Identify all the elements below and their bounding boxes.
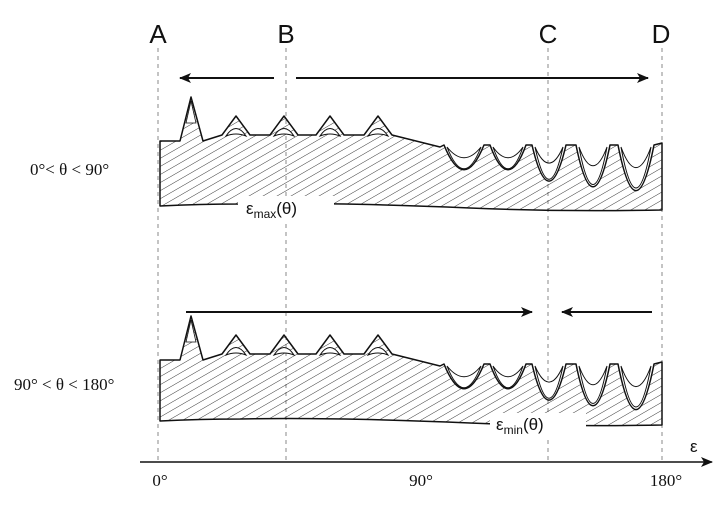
band-top-notch-crescent-0	[446, 146, 482, 169]
band-bottom-outline	[159, 315, 663, 427]
band-bottom-notch-crescent-0	[446, 365, 482, 388]
point-label-c: C	[539, 19, 558, 49]
band-top-hump-cap-3	[366, 128, 390, 138]
point-label-d: D	[652, 19, 671, 49]
hatched-band-emin	[159, 315, 663, 427]
band-top-peak-detail	[185, 100, 197, 124]
axis-tick-90: 90°	[409, 471, 433, 490]
band-top-hump-cap-2	[318, 128, 342, 138]
band-bottom-notch-crescent-1	[492, 365, 524, 388]
curve-label-emin: εmin(θ)	[490, 413, 586, 437]
band-top-notch-crescent-3	[578, 146, 608, 185]
band-bottom-hump-cap-1	[272, 347, 296, 357]
band-top-notch-crescent-2	[534, 146, 564, 180]
band-top-outline	[159, 96, 663, 212]
curve-label-emax: εmax(θ)	[238, 196, 334, 221]
band-bottom-hump-cap-3	[366, 347, 390, 357]
band-bottom-hump-cap-2	[318, 347, 342, 357]
band-top-notch-crescent-4	[620, 146, 652, 189]
band-bottom-notch-crescent-2	[534, 365, 564, 399]
band-top-hump-cap-1	[272, 128, 296, 138]
band-bottom-peak-detail	[185, 319, 197, 343]
condition-label-bottom: 90° < θ < 180°	[14, 375, 114, 394]
axis-tick-180: 180°	[650, 471, 682, 490]
hatched-band-emax	[159, 96, 663, 212]
axis-tick-0: 0°	[152, 471, 167, 490]
band-bottom-notch-crescent-3	[578, 365, 608, 404]
point-label-a: A	[149, 19, 167, 49]
band-top-hump-cap-0	[224, 128, 248, 138]
axis-label-epsilon: ε	[690, 437, 698, 456]
svg-text:εmax(θ): εmax(θ)	[246, 199, 297, 221]
svg-text:εmin(θ): εmin(θ)	[496, 415, 544, 437]
condition-label-top: 0°< θ < 90°	[30, 160, 109, 179]
band-bottom-hump-cap-0	[224, 347, 248, 357]
point-label-b: B	[277, 19, 294, 49]
band-top-notch-crescent-1	[492, 146, 524, 169]
band-bottom-notch-crescent-4	[620, 365, 652, 408]
